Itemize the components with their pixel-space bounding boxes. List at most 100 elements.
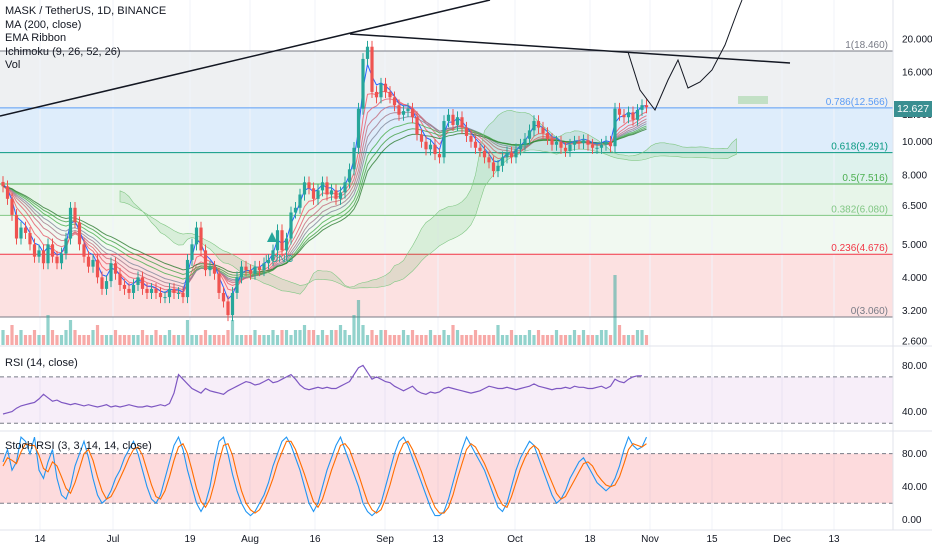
candle [379,83,383,98]
candle [185,259,190,298]
chart-legend: MASK / TetherUS, 1D, BINANCE MA (200, cl… [5,5,166,73]
volume-bar [248,335,253,345]
candle [401,111,406,115]
volume-bar [176,335,181,345]
volume-bar [208,335,212,345]
candle [599,144,604,148]
time-tick-label: 16 [309,534,321,545]
volume-bar [82,335,86,345]
price-tick-label: 6.500 [902,201,927,212]
volume-bar [604,330,608,345]
volume-bar [149,335,154,345]
time-tick-label: Nov [641,534,659,545]
ema-ribbon-line [2,105,647,291]
time-tick-label: Jul [107,534,120,545]
time-tick-label: Aug [241,534,259,545]
fib-band [0,254,893,317]
volume-bar [446,335,451,345]
candle [464,127,469,136]
rsi-pane: 80.00 40.00 [0,361,927,424]
volume-bar [496,325,500,345]
candle [149,288,154,293]
rsi-label[interactable]: RSI (14, close) [5,357,78,369]
volume-bar [325,335,329,345]
stoch-rsi-label[interactable]: Stoch RSI (3, 3, 14, 14, close) [5,440,152,452]
volume-bar [626,335,631,345]
candle [532,121,536,131]
time-tick-label: Dec [773,534,791,545]
volume-bar [14,335,19,345]
projection-path [627,0,743,111]
volume-bar [590,335,595,345]
volume-bar [41,335,46,345]
candle [235,277,239,293]
candle [622,114,626,118]
candle [50,244,55,257]
candle [262,263,266,271]
candle [469,135,473,142]
ichimoku-cloud [119,110,737,295]
price-tick-label: 5.000 [902,240,927,251]
volume-bar [527,330,532,345]
volume-bar [298,330,302,345]
volume-bar [280,330,284,345]
long-label: LONG [265,254,294,265]
candle [208,266,212,271]
candle [455,117,460,125]
volume-bar [568,335,572,345]
candle [383,83,388,92]
time-tick-label: 13 [432,534,444,545]
candle [496,165,500,172]
candle [388,91,392,98]
volume-bar [352,315,356,345]
candle [613,108,617,147]
volume-bars [1,275,649,345]
rsi-tick-label: 40.00 [902,407,927,418]
volume-bar [599,330,604,345]
indicator-vol[interactable]: Vol [5,59,21,72]
volume-bar [118,335,122,345]
volume-bar [212,335,217,345]
volume-bar [541,335,545,345]
volume-bar [64,330,68,345]
volume-bar [401,330,406,345]
candle [536,121,541,128]
candle [563,147,568,151]
candle [59,253,64,264]
rsi-tick-label: 80.00 [902,361,927,372]
volume-bar [217,335,221,345]
volume-bar [617,325,622,345]
volume-bar [388,335,392,345]
volume-bar [221,335,226,345]
candle [338,192,343,199]
candle [136,277,140,285]
indicator-ichimoku[interactable]: Ichimoku (9, 26, 52, 26) [5,45,121,58]
volume-bar [73,330,77,345]
volume-bar [424,335,428,345]
candle [527,130,532,139]
candle [433,144,437,155]
chart-title[interactable]: MASK / TetherUS, 1D, BINANCE [5,5,167,17]
volume-bar [509,330,514,345]
volume-bar [545,335,550,345]
candle [176,292,181,294]
volume-bar [334,330,338,345]
fib-label: 0.618(9.291) [831,142,888,153]
stoch-line-k [2,435,648,517]
candle [320,182,325,191]
volume-bar [559,335,563,345]
candle [302,182,307,195]
candle [145,288,149,293]
price-tick-label: 16.000 [902,68,932,79]
candle [640,105,644,110]
volume-bar [311,330,316,345]
volume-bar [505,335,509,345]
volume-bar [235,335,239,345]
indicator-ma[interactable]: MA (200, close) [5,18,82,31]
volume-bar [365,335,370,345]
indicator-ema-ribbon[interactable]: EMA Ribbon [5,32,67,45]
stoch-tick-label: 40.00 [902,482,927,493]
volume-bar [487,335,491,345]
candle [487,157,491,163]
last-price-badge: 12.627 [894,101,932,117]
